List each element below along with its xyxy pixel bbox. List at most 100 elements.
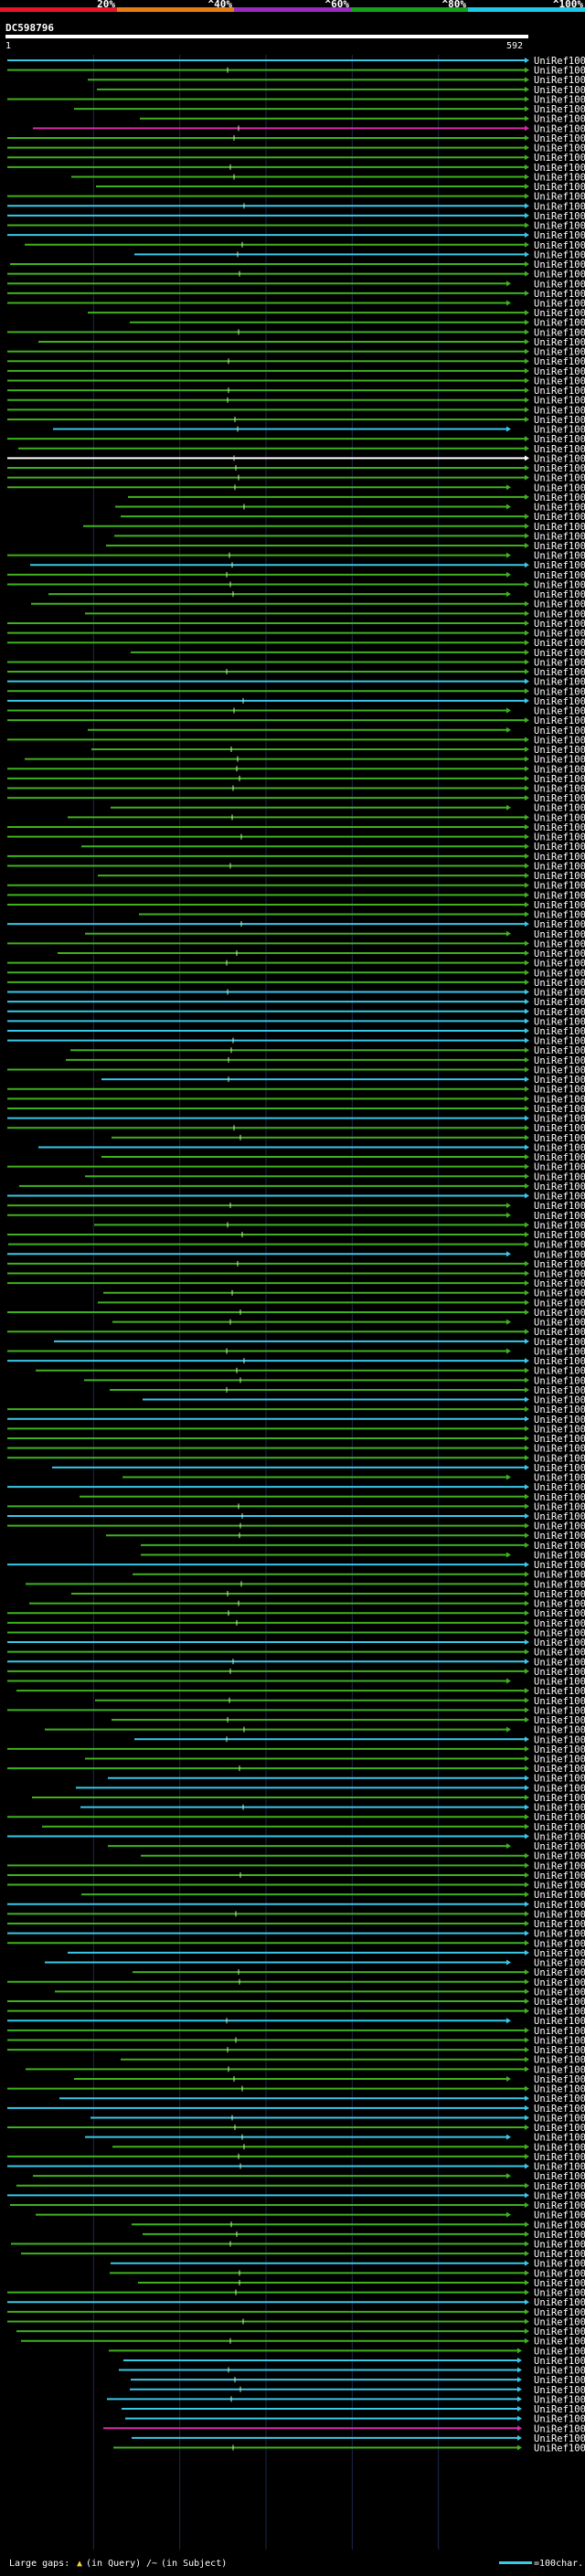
hit-label[interactable]: UniRef100_A9SYW8	[534, 997, 585, 1008]
hit-label[interactable]: UniRef100_UP1000..	[534, 415, 585, 426]
hit-label[interactable]: UniRef100_Q7PCQ3	[534, 434, 585, 445]
hit-label[interactable]: UniRef100_B8BFP16	[534, 260, 585, 270]
hit-label[interactable]: UniRef100_B9GBX6	[534, 192, 585, 203]
hit-label[interactable]: UniRef100_A7P7M6	[534, 1133, 585, 1144]
hit-label[interactable]: UniRef100_B9EWK2	[534, 1657, 585, 1668]
hit-label[interactable]: UniRef100_UP1000..	[534, 832, 585, 843]
hit-label[interactable]: UniRef100_A5BWZ0	[534, 386, 585, 397]
hit-label[interactable]: UniRef100_A7QBG1	[534, 2327, 585, 2337]
hit-label[interactable]: UniRef100_B9GUE5	[534, 1589, 585, 1600]
hit-label[interactable]: UniRef100_UP1000..	[534, 2133, 585, 2144]
hit-label[interactable]: UniRef100_B9I113	[534, 1831, 585, 1842]
hit-label[interactable]: UniRef100_A9RIX9	[534, 1696, 585, 1707]
hit-label[interactable]: UniRef100_Q7PC88	[534, 2084, 585, 2095]
hit-label[interactable]: UniRef100_B8BM51	[534, 1114, 585, 1125]
hit-label[interactable]: UniRef100_Q8GUE3	[534, 163, 585, 174]
hit-label[interactable]: UniRef100_Q0DBK9	[534, 1860, 585, 1871]
hit-label[interactable]: UniRef100_C5XZ21	[534, 1638, 585, 1648]
hit-label[interactable]: UniRef100_B9G300	[534, 1473, 585, 1484]
hit-label[interactable]: UniRef100_UP1000..	[534, 2210, 585, 2221]
hit-label[interactable]: UniRef100_C4PL34	[534, 2394, 585, 2405]
hit-label[interactable]: UniRef100_A2ZV99	[534, 473, 585, 484]
hit-label[interactable]: UniRef100_B9GZ22	[534, 2249, 585, 2260]
hit-label[interactable]: UniRef100_C7IWU0	[534, 2297, 585, 2308]
hit-label[interactable]: UniRef100_Q2R1Y0	[534, 337, 585, 348]
hit-label[interactable]: UniRef100_C5Z683	[534, 2240, 585, 2251]
hit-label[interactable]: UniRef100_A5BMX1	[534, 2288, 585, 2299]
hit-label[interactable]: UniRef100_B9GDE5	[534, 2171, 585, 2182]
hit-label[interactable]: UniRef100_B9GBD0	[534, 356, 585, 367]
hit-label[interactable]: UniRef100_B9RLX6	[534, 638, 585, 649]
hit-label[interactable]: UniRef100_B9HIH5	[534, 56, 585, 67]
hit-label[interactable]: UniRef100_UP1000..	[534, 1511, 585, 1522]
hit-label[interactable]: UniRef100_Q7PC84	[534, 784, 585, 795]
hit-label[interactable]: UniRef100_Q5W274	[534, 114, 585, 125]
hit-label[interactable]: UniRef100_B9EY04	[534, 764, 585, 775]
hit-label[interactable]: UniRef100_B9AQ14	[534, 1211, 585, 1222]
hit-label[interactable]: UniRef100_B8AGA2	[534, 1201, 585, 1212]
hit-label[interactable]: UniRef100_A5AV11	[534, 1977, 585, 1988]
hit-label[interactable]: UniRef100_UP1000..	[534, 1318, 585, 1329]
hit-label[interactable]: UniRef100_C7YRP9	[534, 221, 585, 232]
hit-label[interactable]: UniRef100_Q7PC81	[534, 861, 585, 872]
hit-label[interactable]: UniRef100_B8BE11	[534, 2230, 585, 2241]
hit-label[interactable]: UniRef100_B9A7I2	[534, 1715, 585, 1726]
hit-label[interactable]: UniRef100_Q6ZB10	[534, 1618, 585, 1629]
hit-label[interactable]: UniRef100_A7PC89	[534, 619, 585, 630]
hit-label[interactable]: UniRef100_B9HXW5	[534, 1774, 585, 1785]
hit-label[interactable]: UniRef100_A5AYB6	[534, 1075, 585, 1086]
hit-label[interactable]: UniRef100_Q8GU86	[534, 299, 585, 310]
hit-label[interactable]: UniRef100_A5C702	[534, 735, 585, 746]
hit-label[interactable]: UniRef100_A2WSH0	[534, 493, 585, 504]
hit-label[interactable]: UniRef100_B9RLE1	[534, 366, 585, 377]
hit-label[interactable]: UniRef100_Q01529	[534, 531, 585, 542]
hit-label[interactable]: UniRef100_B8BE12	[534, 1259, 585, 1270]
hit-label[interactable]: UniRef100_A7PRH7	[534, 589, 585, 600]
hit-label[interactable]: UniRef100_Q0JLC5	[534, 482, 585, 493]
hit-label[interactable]: UniRef100_UP1000..	[534, 842, 585, 853]
hit-label[interactable]: UniRef100_B9HBK4	[534, 667, 585, 678]
hit-label[interactable]: UniRef100_B9T105	[534, 503, 585, 514]
hit-label[interactable]: UniRef100_C5X5B4	[534, 1919, 585, 1930]
hit-label[interactable]: UniRef100_A5B5Q2	[534, 1900, 585, 1911]
hit-label[interactable]: UniRef100_Q8GU89	[534, 852, 585, 863]
hit-label[interactable]: UniRef100_A7PQF0	[534, 1550, 585, 1561]
hit-label[interactable]: UniRef100_A7QBF4	[534, 2268, 585, 2279]
hit-label[interactable]: UniRef100_C5XQE7	[534, 2385, 585, 2396]
hit-label[interactable]: UniRef100_A5AMT7	[534, 1220, 585, 1231]
hit-label[interactable]: UniRef100_B9SMW0	[534, 1182, 585, 1193]
hit-label[interactable]: UniRef100_Q9C6F9	[534, 599, 585, 610]
hit-label[interactable]: UniRef100_B9RJZ7	[534, 1929, 585, 1940]
hit-label[interactable]: UniRef100_A2XIV8	[534, 289, 585, 300]
hit-label[interactable]: UniRef100_C5QEB9	[534, 570, 585, 581]
hit-label[interactable]: UniRef100_A7PQH2	[534, 2007, 585, 2018]
hit-label[interactable]: UniRef100_B9RP91	[534, 463, 585, 474]
hit-label[interactable]: UniRef100_Q1RGS6	[534, 2142, 585, 2153]
hit-label[interactable]: UniRef100_B9RL92	[534, 1938, 585, 1949]
hit-label[interactable]: UniRef100_A5A2C1	[534, 1492, 585, 1503]
hit-label[interactable]: UniRef100_Q2A367	[534, 900, 585, 911]
hit-label[interactable]: UniRef100_Q9SVG3	[534, 2064, 585, 2075]
hit-label[interactable]: UniRef100_A7PQG8	[534, 1482, 585, 1493]
hit-label[interactable]: UniRef100_C5X0Z2	[534, 881, 585, 892]
hit-label[interactable]: UniRef100_A5BYD5	[534, 2307, 585, 2318]
hit-label[interactable]: UniRef100_B9GMO6	[534, 938, 585, 949]
hit-label[interactable]: UniRef100_A2WUM5	[534, 1016, 585, 1027]
hit-label[interactable]: UniRef100_Q8GZ52	[534, 318, 585, 329]
hit-label[interactable]: UniRef100_Q01R30	[534, 347, 585, 358]
hit-label[interactable]: UniRef100_B9SRE5	[534, 1705, 585, 1716]
hit-label[interactable]: UniRef100_B9RJZ4	[534, 2113, 585, 2124]
hit-label[interactable]: UniRef100_UP1000..	[534, 2346, 585, 2357]
hit-label[interactable]: UniRef100_UP1000..	[534, 1249, 585, 1260]
hit-label[interactable]: UniRef100_Q7PCQ7	[534, 512, 585, 523]
hit-label[interactable]: UniRef100_A9C1T1	[534, 822, 585, 833]
hit-label[interactable]: UniRef100_C0JSA8	[534, 1793, 585, 1804]
hit-label[interactable]: UniRef100_B9GXL6	[534, 1346, 585, 1357]
hit-label[interactable]: UniRef100_A7P5L1	[534, 1560, 585, 1571]
hit-label[interactable]: UniRef100_Q3FCF1	[534, 1434, 585, 1445]
hit-label[interactable]: UniRef100_UP1000..	[534, 696, 585, 707]
hit-label[interactable]: UniRef100_B9GSJ4	[534, 240, 585, 251]
hit-label[interactable]: UniRef100_UP1000..	[534, 1094, 585, 1105]
hit-label[interactable]: UniRef100_UP1000..	[534, 560, 585, 571]
hit-label[interactable]: UniRef100_B8AKT1	[534, 755, 585, 766]
